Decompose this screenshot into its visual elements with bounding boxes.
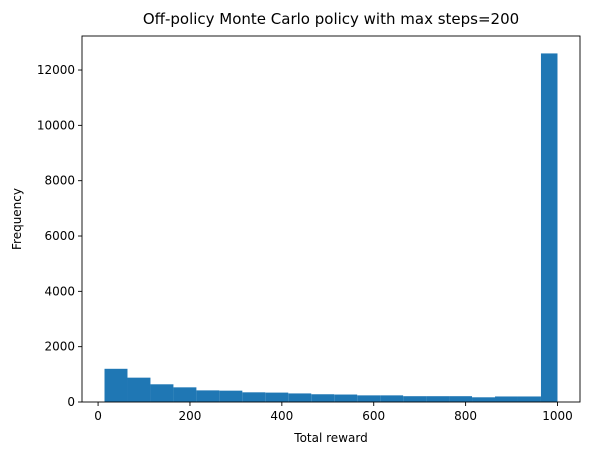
histogram-bar-8 <box>288 393 312 402</box>
y-tick-label-3: 6000 <box>44 229 75 243</box>
y-tick-label-0: 0 <box>67 395 75 409</box>
histogram-bar-1 <box>127 377 151 402</box>
y-axis-ticks: 0 2000 4000 6000 8000 10000 12000 <box>37 63 82 409</box>
x-tick-label-4: 800 <box>454 409 477 423</box>
histogram-bar-6 <box>242 392 266 402</box>
histogram-bar-12 <box>380 395 404 402</box>
histogram-bar-19 <box>540 53 558 403</box>
x-axis-label: Total reward <box>293 431 367 445</box>
x-tick-label-2: 400 <box>270 409 293 423</box>
histogram-bar-11 <box>357 395 381 402</box>
plot-frame <box>81 35 581 403</box>
histogram-bar-16 <box>472 397 496 402</box>
x-tick-label-5: 1000 <box>542 409 573 423</box>
y-tick-label-2: 4000 <box>44 284 75 298</box>
histogram-bar-10 <box>334 394 358 402</box>
chart-title: Off-policy Monte Carlo policy with max s… <box>143 10 519 28</box>
histogram-bar-3 <box>173 387 197 402</box>
histogram-bar-2 <box>150 384 174 402</box>
y-tick-label-1: 2000 <box>44 340 75 354</box>
histogram-bar-9 <box>311 394 335 402</box>
y-axis-label: Frequency <box>10 188 24 250</box>
y-tick-label-6: 12000 <box>37 63 75 77</box>
y-tick-label-5: 10000 <box>37 118 75 132</box>
x-axis-ticks: 0 200 400 600 800 1000 <box>94 402 573 423</box>
histogram-bar-15 <box>449 396 473 402</box>
histogram-bar-7 <box>265 392 289 402</box>
histogram-bar-0 <box>104 368 128 402</box>
bars-group <box>104 53 558 403</box>
histogram-bar-17 <box>495 396 518 402</box>
x-tick-label-3: 600 <box>362 409 385 423</box>
histogram-bar-14 <box>426 396 450 402</box>
histogram-bar-4 <box>196 390 220 402</box>
histogram-bar-18 <box>517 396 541 402</box>
histogram-bar-5 <box>219 390 243 402</box>
histogram-bar-13 <box>403 396 427 402</box>
x-tick-label-1: 200 <box>179 409 202 423</box>
x-tick-label-0: 0 <box>94 409 102 423</box>
y-tick-label-4: 8000 <box>44 174 75 188</box>
